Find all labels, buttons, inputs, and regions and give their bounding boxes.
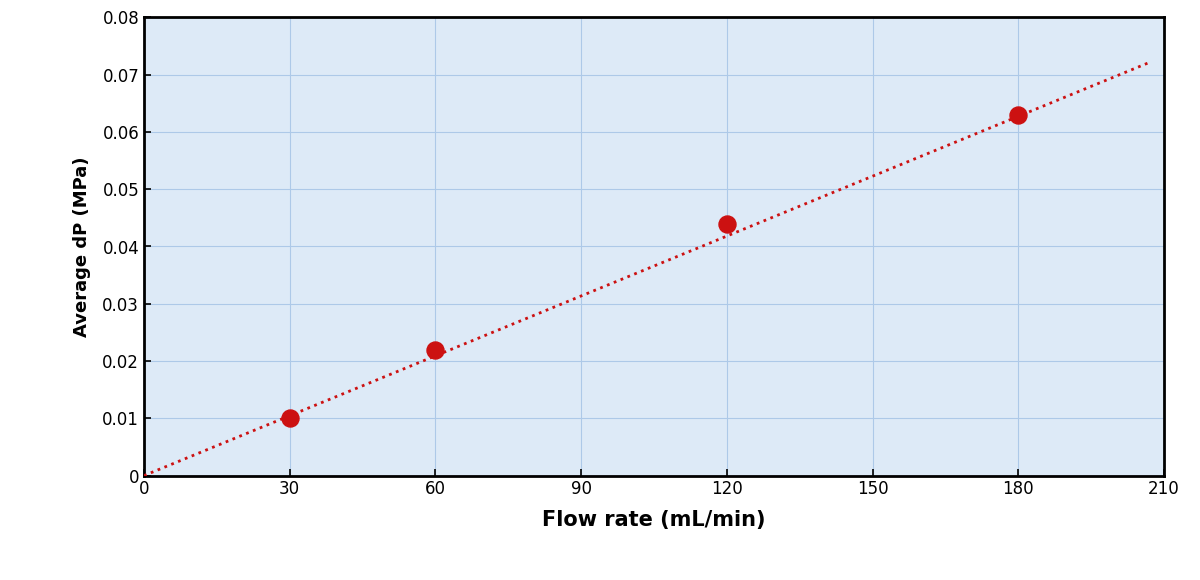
Point [280, 414, 299, 423]
Point [426, 345, 445, 354]
Y-axis label: Average dP (MPa): Average dP (MPa) [73, 156, 91, 337]
Point [1009, 110, 1028, 119]
X-axis label: Flow rate (mL/min): Flow rate (mL/min) [542, 510, 766, 530]
Point [718, 219, 737, 229]
